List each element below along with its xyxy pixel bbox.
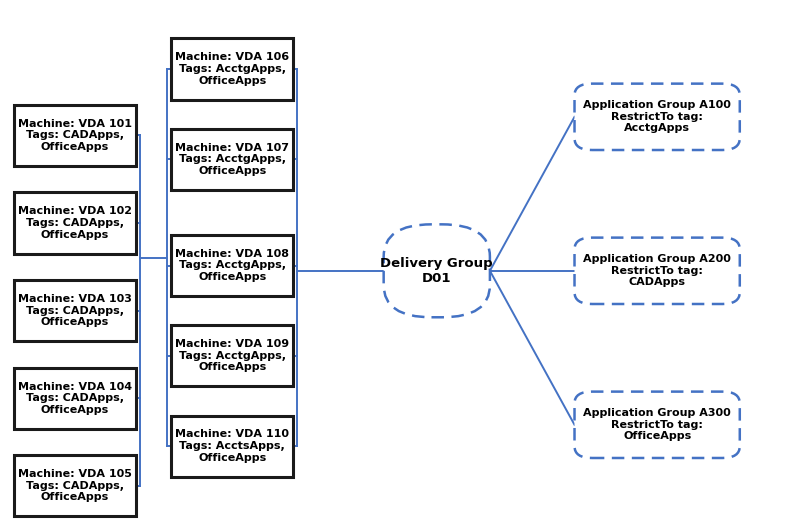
Text: Machine: VDA 105
Tags: CADApps,
OfficeApps: Machine: VDA 105 Tags: CADApps, OfficeAp… (18, 469, 131, 502)
FancyBboxPatch shape (14, 456, 135, 516)
Text: Application Group A100
RestrictTo tag:
AcctgApps: Application Group A100 RestrictTo tag: A… (583, 100, 731, 133)
Text: Machine: VDA 106
Tags: AcctgApps,
OfficeApps: Machine: VDA 106 Tags: AcctgApps, Office… (175, 53, 290, 85)
FancyBboxPatch shape (172, 235, 293, 296)
FancyBboxPatch shape (172, 325, 293, 387)
FancyBboxPatch shape (172, 415, 293, 477)
Text: Machine: VDA 103
Tags: CADApps,
OfficeApps: Machine: VDA 103 Tags: CADApps, OfficeAp… (18, 294, 131, 327)
FancyBboxPatch shape (575, 83, 740, 150)
Text: Application Group A200
RestrictTo tag:
CADApps: Application Group A200 RestrictTo tag: C… (583, 254, 731, 287)
Text: Machine: VDA 108
Tags: AcctgApps,
OfficeApps: Machine: VDA 108 Tags: AcctgApps, Office… (176, 249, 289, 282)
FancyBboxPatch shape (384, 225, 490, 318)
Text: Machine: VDA 109
Tags: AcctgApps,
OfficeApps: Machine: VDA 109 Tags: AcctgApps, Office… (175, 339, 290, 372)
FancyBboxPatch shape (14, 105, 135, 166)
FancyBboxPatch shape (172, 129, 293, 190)
Text: Machine: VDA 101
Tags: CADApps,
OfficeApps: Machine: VDA 101 Tags: CADApps, OfficeAp… (18, 119, 131, 152)
FancyBboxPatch shape (575, 238, 740, 304)
FancyBboxPatch shape (14, 280, 135, 341)
Text: Machine: VDA 107
Tags: AcctgApps,
OfficeApps: Machine: VDA 107 Tags: AcctgApps, Office… (176, 143, 289, 176)
Text: Application Group A300
RestrictTo tag:
OfficeApps: Application Group A300 RestrictTo tag: O… (583, 408, 731, 441)
FancyBboxPatch shape (575, 392, 740, 458)
Text: Delivery Group
D01: Delivery Group D01 (380, 257, 493, 285)
FancyBboxPatch shape (14, 367, 135, 429)
FancyBboxPatch shape (172, 39, 293, 100)
FancyBboxPatch shape (14, 193, 135, 254)
Text: Machine: VDA 110
Tags: AcctsApps,
OfficeApps: Machine: VDA 110 Tags: AcctsApps, Office… (176, 430, 289, 463)
Text: Machine: VDA 104
Tags: CADApps,
OfficeApps: Machine: VDA 104 Tags: CADApps, OfficeAp… (17, 382, 132, 415)
Text: Machine: VDA 102
Tags: CADApps,
OfficeApps: Machine: VDA 102 Tags: CADApps, OfficeAp… (18, 207, 131, 239)
